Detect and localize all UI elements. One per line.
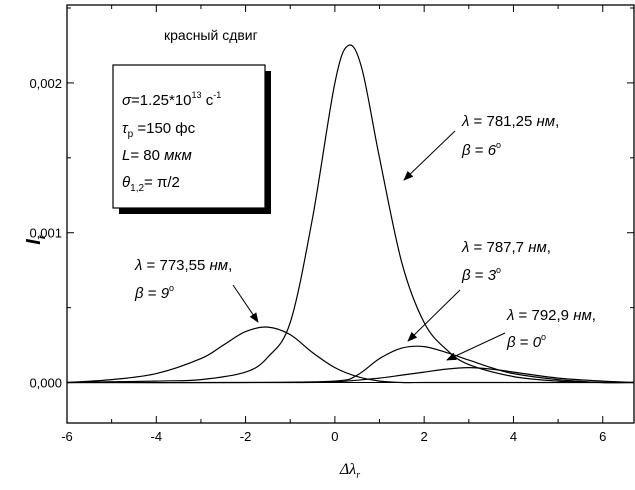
annotation-781-angle: β = 6o xyxy=(461,140,501,159)
annotation-787-angle: β = 3o xyxy=(461,265,501,284)
annotation-787: λ = 787,7 нм, β = 3o xyxy=(407,239,551,342)
annotation-781: λ = 781,25 нм, β = 6o xyxy=(403,113,559,181)
param-theta: θ1,2= π/2 xyxy=(122,174,180,194)
annotation-792: λ = 792,9 нм, β = 0o xyxy=(446,307,596,361)
param-tau: τp =150 фс xyxy=(122,120,196,140)
x-axis-ticks: -6 -4 -2 0 2 4 6 xyxy=(61,5,606,444)
parameter-box-frame xyxy=(112,64,266,209)
annotation-792-arrow xyxy=(446,332,506,361)
y-axis-ticks: 0,000 0,001 0,002 xyxy=(29,7,634,391)
chart-title: красный сдвиг xyxy=(164,27,258,43)
annotation-773: λ = 773,55 нм, β = 9o xyxy=(134,257,259,323)
parameter-box: σ=1.25*1013 c-1 τp =150 фс L= 80 мкм θ1,… xyxy=(112,64,271,214)
annotation-787-wavelength: λ = 787,7 нм, xyxy=(461,239,551,256)
y-axis-label: Ir xyxy=(23,234,48,245)
annotation-792-wavelength: λ = 792,9 нм, xyxy=(506,307,596,324)
x-tick-label: -6 xyxy=(61,429,73,444)
annotation-773-wavelength: λ = 773,55 нм, xyxy=(134,257,232,274)
annotation-792-angle: β = 0o xyxy=(506,332,546,351)
annotation-781-wavelength: λ = 781,25 нм, xyxy=(461,113,559,130)
curves xyxy=(66,44,635,384)
annotation-787-arrow xyxy=(407,289,461,342)
series-line-1 xyxy=(66,326,634,384)
x-tick-label: 2 xyxy=(421,429,428,444)
x-tick-label: 4 xyxy=(510,429,517,444)
x-tick-label: -4 xyxy=(151,429,163,444)
x-tick-label: 0 xyxy=(331,429,338,444)
x-axis-label: Δλr xyxy=(339,461,360,481)
y-tick-label: 0,000 xyxy=(29,376,62,391)
param-length: L= 80 мкм xyxy=(122,147,192,164)
x-tick-label: -2 xyxy=(240,429,252,444)
plot-frame xyxy=(66,4,635,424)
annotation-781-arrow xyxy=(403,130,456,181)
series-line-3 xyxy=(66,366,635,384)
x-tick-label: 6 xyxy=(599,429,606,444)
series-line-0 xyxy=(66,44,635,384)
y-tick-label: 0,002 xyxy=(29,76,62,91)
y-tick-label: 0,001 xyxy=(29,226,62,241)
param-sigma: σ=1.25*1013 c-1 xyxy=(122,90,221,109)
annotation-773-angle: β = 9o xyxy=(134,283,174,302)
annotation-773-arrow xyxy=(232,284,259,323)
